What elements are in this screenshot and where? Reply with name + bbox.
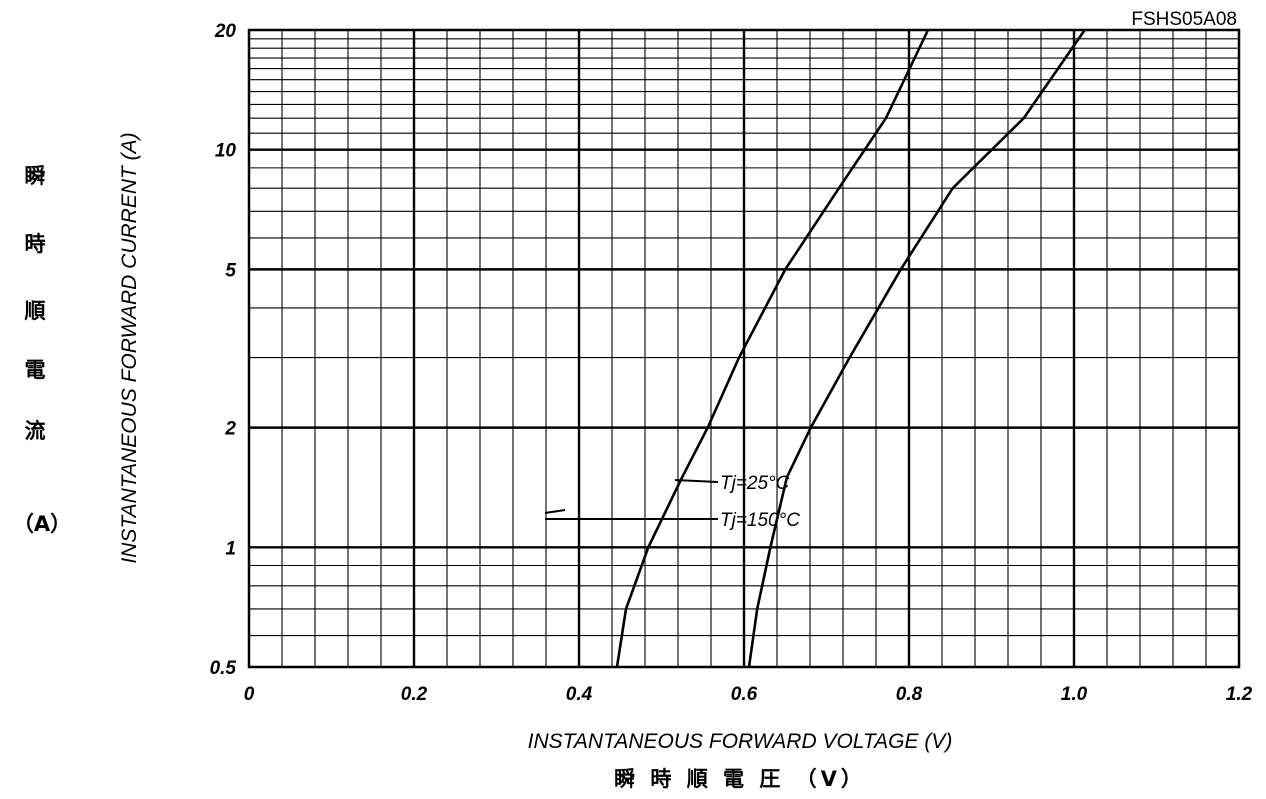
x-tick-label: 1.2 bbox=[1226, 684, 1253, 705]
tick-labels: 0 0.2 0.4 0.6 0.8 1.0 1.2 0.5 1 2 5 10 20 bbox=[210, 21, 1253, 705]
y-axis-title-jp-char: 時 bbox=[25, 232, 46, 256]
y-axis-title-jp-char: （A） bbox=[13, 512, 71, 536]
y-tick-label: 2 bbox=[224, 419, 236, 440]
y-tick-label: 5 bbox=[225, 260, 236, 281]
y-tick-label: 10 bbox=[215, 141, 237, 162]
figure-code: FSHS05A08 bbox=[1131, 9, 1237, 30]
x-tick-label: 0.6 bbox=[731, 684, 758, 705]
y-axis-title-jp-char: 流 bbox=[25, 419, 46, 443]
y-axis-title-jp: 瞬 時 順 電 流 （A） bbox=[13, 164, 71, 536]
x-tick-label: 0 bbox=[244, 684, 255, 705]
series-label-tj150: Tj=150°C bbox=[720, 510, 800, 531]
x-axis-title-jp: 瞬 時 順 電 圧 （V） bbox=[614, 767, 866, 791]
y-axis-title-jp-char: 瞬 bbox=[25, 164, 46, 188]
y-axis-title-jp-char: 電 bbox=[25, 358, 46, 382]
x-tick-label: 0.2 bbox=[401, 684, 428, 705]
grid bbox=[249, 30, 1239, 667]
y-tick-label: 0.5 bbox=[210, 658, 237, 679]
annotation-leader-line bbox=[544, 509, 566, 514]
series-label-tj25: Tj=25°C bbox=[720, 473, 790, 494]
plot-frame bbox=[247, 28, 1241, 669]
y-tick-label: 20 bbox=[214, 21, 237, 42]
curves bbox=[615, 29, 1086, 668]
x-tick-label: 1.0 bbox=[1061, 684, 1088, 705]
x-tick-label: 0.8 bbox=[896, 684, 923, 705]
annotation-leader-line bbox=[674, 479, 719, 483]
y-axis-title-jp-char: 順 bbox=[25, 299, 47, 323]
y-tick-label: 1 bbox=[225, 538, 236, 559]
x-axis-title: INSTANTANEOUS FORWARD VOLTAGE (V) bbox=[528, 730, 953, 753]
series-line bbox=[615, 29, 930, 668]
series-annotations: Tj=25°C Tj=150°C bbox=[544, 473, 800, 531]
x-tick-label: 0.4 bbox=[566, 684, 593, 705]
y-axis-title: INSTANTANEOUS FORWARD CURRENT (A) bbox=[118, 132, 141, 563]
series-line bbox=[747, 29, 1086, 668]
